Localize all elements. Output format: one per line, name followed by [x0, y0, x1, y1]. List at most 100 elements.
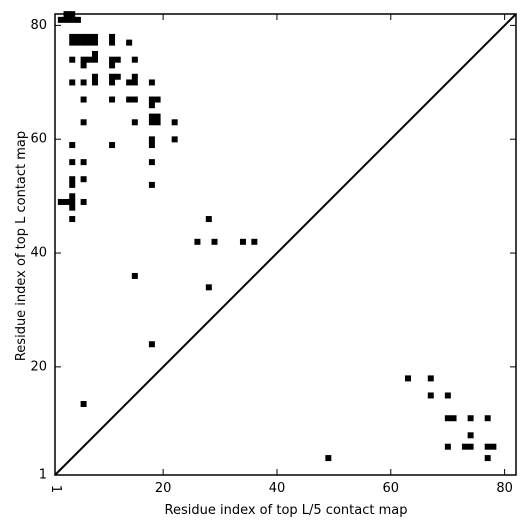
contact-point-top-l [154, 113, 161, 120]
contact-points [57, 11, 497, 462]
contact-point-top-l [91, 50, 98, 57]
contact-point-top-l [109, 39, 116, 46]
contact-point-top-l [131, 56, 138, 63]
contact-point-top-l [126, 96, 133, 103]
contact-point-top-l [131, 119, 138, 126]
contact-point-top-l [74, 39, 81, 46]
contact-point-top-l [148, 79, 155, 86]
contact-point-top-l [91, 33, 98, 40]
contact-point-top-l5 [461, 443, 468, 450]
contact-point-top-l [69, 159, 76, 166]
contact-point-top-l [148, 96, 155, 103]
contact-point-top-l5 [484, 443, 491, 450]
contact-point-top-l [69, 33, 76, 40]
contact-point-top-l [69, 176, 76, 183]
contact-point-top-l [69, 56, 76, 63]
contact-point-top-l [239, 238, 246, 245]
axis-ticks: 1 20 40 60 80 1 20 40 60 80 [30, 14, 516, 496]
contact-point-top-l [86, 56, 93, 63]
contact-point-top-l [109, 142, 116, 149]
contact-point-top-l [109, 33, 116, 40]
contact-point-top-l [131, 96, 138, 103]
contact-point-top-l [69, 142, 76, 149]
contact-point-top-l [80, 159, 87, 166]
contact-point-top-l [148, 113, 155, 120]
contact-point-top-l5 [484, 455, 491, 462]
contact-point-top-l [148, 142, 155, 149]
contact-point-top-l [109, 79, 116, 86]
contact-point-top-l5 [427, 392, 434, 399]
contact-point-top-l [63, 16, 70, 23]
contact-point-top-l5 [444, 415, 451, 422]
contact-point-top-l [69, 216, 76, 223]
contact-point-top-l [69, 11, 76, 18]
contact-point-top-l [86, 33, 93, 40]
y-tick-label: 40 [30, 246, 47, 261]
contact-point-top-l [57, 198, 64, 205]
contact-point-top-l [80, 96, 87, 103]
contact-point-top-l [154, 119, 161, 126]
contact-point-top-l [131, 272, 138, 279]
contact-point-top-l [69, 79, 76, 86]
contact-point-top-l [211, 238, 218, 245]
contact-point-top-l [194, 238, 201, 245]
contact-point-top-l [126, 39, 133, 46]
x-tick-label: 80 [496, 481, 513, 496]
contact-point-top-l [80, 33, 87, 40]
contact-point-top-l [131, 79, 138, 86]
contact-point-top-l [126, 79, 133, 86]
contact-point-top-l [63, 11, 70, 18]
contact-point-top-l [63, 198, 70, 205]
contact-point-top-l [251, 238, 258, 245]
contact-point-top-l [205, 216, 212, 223]
contact-point-top-l [171, 119, 178, 126]
contact-point-top-l [148, 181, 155, 188]
contact-point-top-l [80, 176, 87, 183]
contact-point-top-l5 [427, 375, 434, 382]
contact-point-top-l [74, 16, 81, 23]
contact-point-top-l [148, 159, 155, 166]
contact-point-top-l5 [467, 432, 474, 439]
contact-point-top-l [80, 62, 87, 69]
contact-point-top-l [69, 193, 76, 200]
contact-point-top-l [148, 119, 155, 126]
contact-point-top-l [80, 39, 87, 46]
contact-point-top-l [148, 341, 155, 348]
contact-point-top-l [109, 62, 116, 69]
y-tick-label: 80 [30, 18, 47, 33]
y-tick-label: 20 [30, 359, 47, 374]
contact-point-top-l [109, 73, 116, 80]
contact-point-top-l [80, 79, 87, 86]
contact-point-top-l [74, 33, 81, 40]
contact-point-top-l5 [484, 415, 491, 422]
contact-point-top-l5 [405, 375, 412, 382]
contact-point-top-l [69, 39, 76, 46]
contact-point-top-l5 [490, 443, 497, 450]
contact-point-top-l [69, 198, 76, 205]
contact-point-top-l [114, 73, 121, 80]
contact-point-top-l [91, 39, 98, 46]
contact-point-top-l5 [444, 443, 451, 450]
contact-point-top-l [91, 79, 98, 86]
x-tick-label: 20 [155, 481, 172, 496]
contact-point-top-l [91, 56, 98, 63]
plot-frame [54, 13, 517, 476]
contact-point-top-l [86, 39, 93, 46]
contact-point-top-l [80, 119, 87, 126]
contact-point-top-l5 [325, 455, 332, 462]
y-axis-label: Residue index of top L contact map [14, 131, 29, 361]
x-tick-label: 60 [383, 481, 400, 496]
contact-point-top-l5 [467, 443, 474, 450]
contact-point-top-l [109, 96, 116, 103]
y-tick-label: 1 [39, 468, 47, 483]
contact-point-top-l [205, 284, 212, 291]
contact-point-top-l5 [467, 415, 474, 422]
contact-point-top-l [80, 401, 87, 408]
contact-point-top-l5 [450, 415, 457, 422]
contact-point-top-l [171, 136, 178, 143]
diagonal-line [54, 13, 517, 476]
contact-point-top-l [80, 56, 87, 63]
x-tick-label: 40 [269, 481, 286, 496]
contact-point-top-l [80, 198, 87, 205]
